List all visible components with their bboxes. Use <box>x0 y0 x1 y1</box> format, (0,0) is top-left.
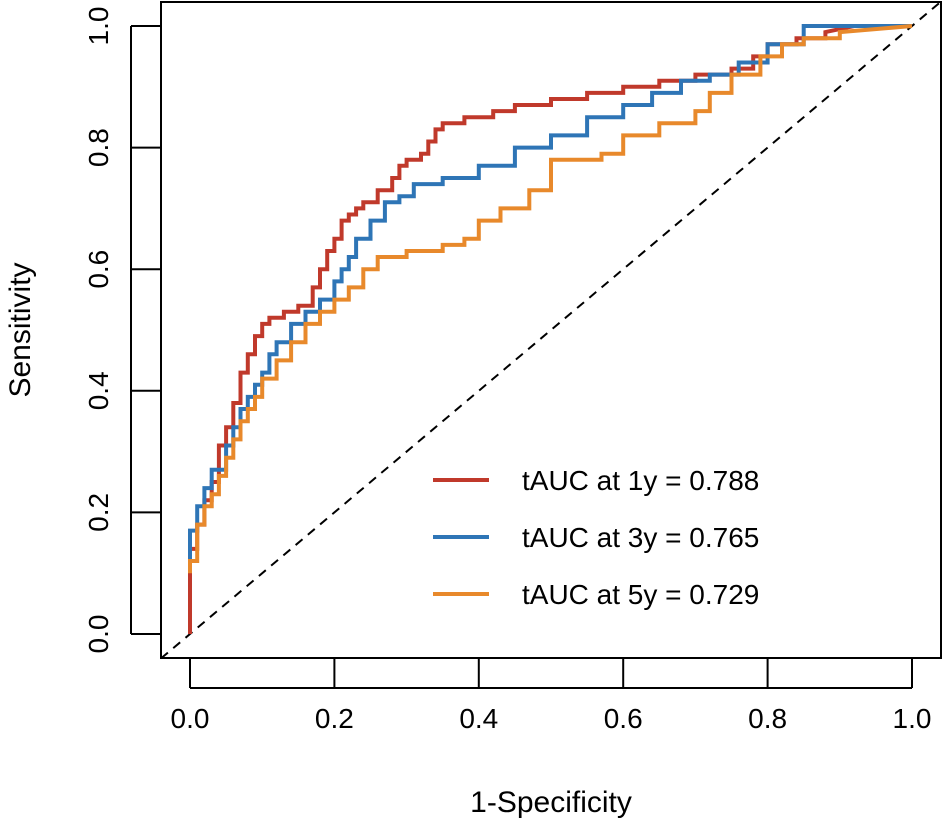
series-line-3 <box>188 24 913 574</box>
y-tick-label: 0.6 <box>83 250 114 289</box>
x-tick-label: 0.8 <box>748 703 787 734</box>
y-tick-label: 1.0 <box>83 7 114 46</box>
y-tick-label: 0.0 <box>83 615 114 654</box>
y-axis-title: Sensitivity <box>4 262 37 397</box>
x-axis: 0.0 0.2 0.4 0.6 0.8 1.0 <box>171 658 932 734</box>
x-tick-label: 0.2 <box>315 703 354 734</box>
reference-diagonal-line <box>160 1 942 660</box>
plot-area <box>160 1 942 660</box>
y-axis: 0.0 0.2 0.4 0.6 0.8 1.0 <box>83 7 161 654</box>
x-tick-label: 0.6 <box>604 703 643 734</box>
y-tick-label: 0.4 <box>83 371 114 410</box>
legend: tAUC at 1y = 0.788 tAUC at 3y = 0.765 tAUC… <box>433 465 759 610</box>
x-tick-label: 0.0 <box>171 703 210 734</box>
x-axis-title: 1-Specificity <box>470 786 632 819</box>
x-tick-label: 0.4 <box>459 703 498 734</box>
legend-label-3: tAUC at 5y = 0.729 <box>522 579 759 610</box>
legend-label-2: tAUC at 3y = 0.765 <box>522 522 759 553</box>
plot-frame <box>160 1 942 659</box>
legend-label-1: tAUC at 1y = 0.788 <box>522 465 759 496</box>
series-line-1 <box>188 24 912 634</box>
series-line-2 <box>188 24 912 561</box>
y-tick-label: 0.2 <box>83 493 114 532</box>
x-tick-label: 1.0 <box>893 703 932 734</box>
y-tick-label: 0.8 <box>83 128 114 167</box>
series-lines <box>188 24 913 634</box>
